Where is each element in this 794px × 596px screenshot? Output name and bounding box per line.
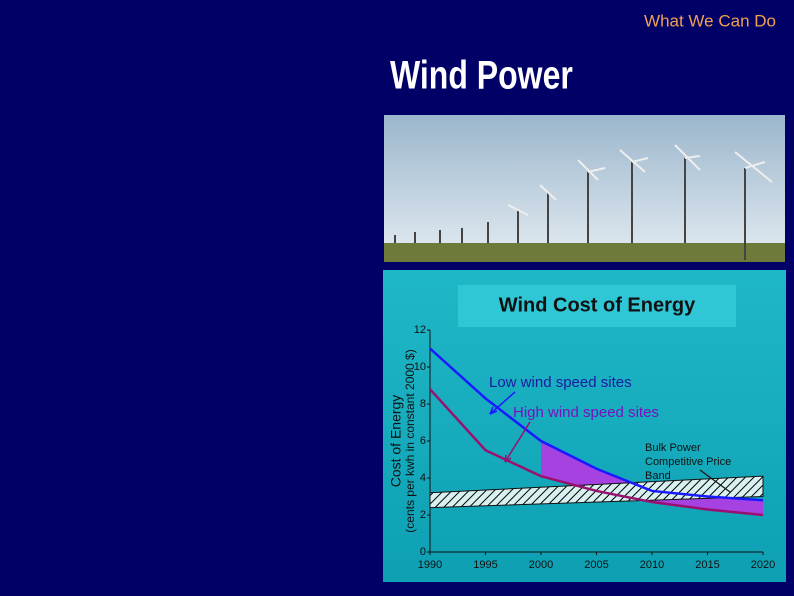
chart-panel <box>383 270 786 582</box>
series-line <box>429 347 764 502</box>
band-label: Band <box>645 470 671 482</box>
photo <box>384 115 785 262</box>
band-label: Bulk Power <box>645 442 701 454</box>
y-tick-label: 4 <box>420 472 426 484</box>
x-tick-label: 2000 <box>529 559 553 571</box>
arrow <box>699 469 731 493</box>
x-tick-label: 2010 <box>640 559 664 571</box>
arrow <box>504 421 531 463</box>
y-tick-label: 10 <box>414 361 426 373</box>
chart-title: Wind Cost of Energy <box>499 294 696 316</box>
series-line <box>429 388 764 517</box>
x-tick-label: 2020 <box>751 559 775 571</box>
y-tick-label: 6 <box>420 435 426 447</box>
section-header: What We Can Do <box>644 11 776 30</box>
band-label: Competitive Price <box>645 456 731 468</box>
y-tick-label: 0 <box>420 546 426 558</box>
series-label: Low wind speed sites <box>489 374 632 391</box>
x-tick-label: 1990 <box>418 559 442 571</box>
y-axis-label: Cost of Energy <box>388 395 404 488</box>
y-axis-sublabel: (cents per kwh in constant 2000 $) <box>403 349 417 532</box>
x-tick-label: 2005 <box>584 559 608 571</box>
y-tick-label: 8 <box>420 398 426 410</box>
x-tick-label: 2015 <box>695 559 719 571</box>
y-tick-label: 12 <box>414 324 426 336</box>
y-tick-label: 2 <box>420 509 426 521</box>
arrow <box>489 391 516 415</box>
slide-title: Wind Power <box>390 52 573 97</box>
series-label: High wind speed sites <box>513 404 659 421</box>
x-tick-label: 1995 <box>473 559 497 571</box>
